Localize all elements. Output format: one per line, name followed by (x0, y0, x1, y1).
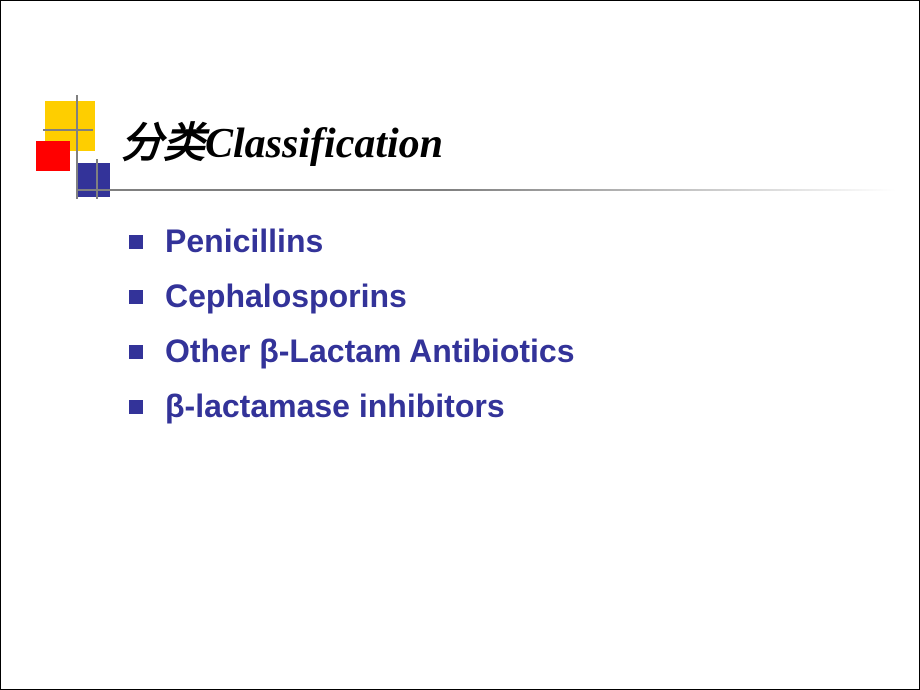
bullet-item: Cephalosporins (129, 278, 575, 315)
bullet-text: Penicillins (165, 223, 323, 260)
decor-line-v-short (96, 159, 98, 199)
decor-line-v-long (76, 95, 78, 199)
bullet-icon (129, 235, 143, 249)
bullet-icon (129, 290, 143, 304)
decor-blue-block (76, 163, 110, 197)
slide: 分类Classification Penicillins Cephalospor… (0, 0, 920, 690)
decor-red-block (36, 141, 70, 171)
bullet-icon (129, 400, 143, 414)
bullet-text: β-lactamase inhibitors (165, 388, 505, 425)
decor-line-h-short (43, 129, 93, 131)
bullet-list: Penicillins Cephalosporins Other β-Lacta… (129, 223, 575, 443)
bullet-item: β-lactamase inhibitors (129, 388, 575, 425)
slide-title: 分类Classification (121, 109, 443, 170)
bullet-text: Other β-Lactam Antibiotics (165, 333, 575, 370)
decor-line-h-long (76, 189, 896, 191)
bullet-icon (129, 345, 143, 359)
bullet-item: Penicillins (129, 223, 575, 260)
bullet-item: Other β-Lactam Antibiotics (129, 333, 575, 370)
bullet-text: Cephalosporins (165, 278, 407, 315)
